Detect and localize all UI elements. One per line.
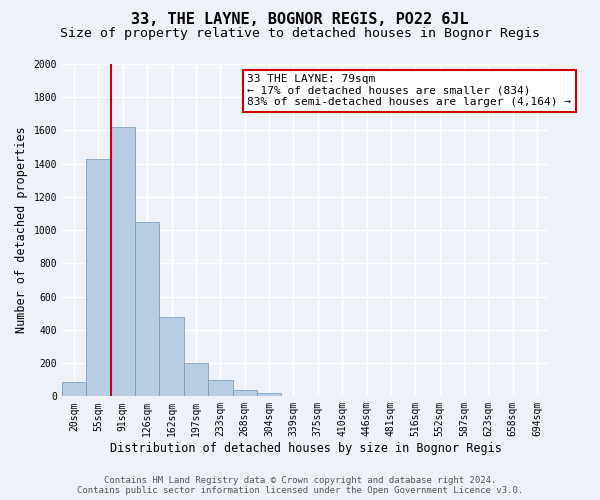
Y-axis label: Number of detached properties: Number of detached properties xyxy=(15,127,28,334)
Bar xyxy=(160,316,184,396)
Bar xyxy=(135,222,160,396)
Bar xyxy=(233,390,257,396)
Bar xyxy=(86,158,110,396)
Bar xyxy=(184,363,208,396)
Text: Size of property relative to detached houses in Bognor Regis: Size of property relative to detached ho… xyxy=(60,28,540,40)
Bar xyxy=(208,380,233,396)
Bar xyxy=(110,127,135,396)
Text: 33, THE LAYNE, BOGNOR REGIS, PO22 6JL: 33, THE LAYNE, BOGNOR REGIS, PO22 6JL xyxy=(131,12,469,28)
Text: Contains HM Land Registry data © Crown copyright and database right 2024.
Contai: Contains HM Land Registry data © Crown c… xyxy=(77,476,523,495)
X-axis label: Distribution of detached houses by size in Bognor Regis: Distribution of detached houses by size … xyxy=(110,442,502,455)
Bar xyxy=(257,393,281,396)
Text: 33 THE LAYNE: 79sqm
← 17% of detached houses are smaller (834)
83% of semi-detac: 33 THE LAYNE: 79sqm ← 17% of detached ho… xyxy=(247,74,571,107)
Bar xyxy=(62,382,86,396)
